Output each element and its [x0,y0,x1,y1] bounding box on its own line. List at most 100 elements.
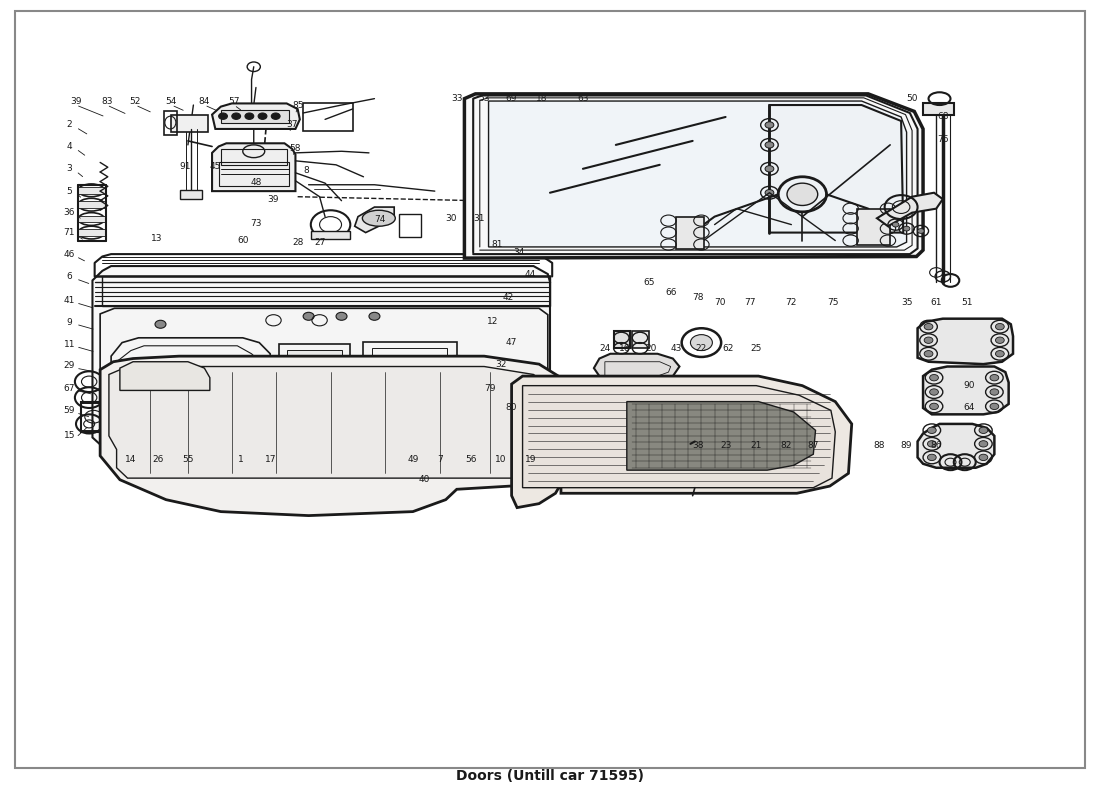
Text: 41: 41 [64,296,75,305]
Ellipse shape [930,389,938,395]
Bar [78,187,104,194]
Ellipse shape [786,183,817,206]
Bar [78,202,104,208]
Text: 73: 73 [250,218,262,227]
Text: 50: 50 [906,94,917,103]
Text: 87: 87 [807,441,820,450]
Text: 18: 18 [536,94,547,103]
Bar [311,231,350,239]
Text: 35: 35 [901,298,912,307]
Text: 24: 24 [600,344,610,353]
Ellipse shape [924,337,933,343]
Ellipse shape [219,113,228,119]
Bar [219,162,289,186]
Text: 42: 42 [503,294,514,302]
Text: 88: 88 [873,441,884,450]
Ellipse shape [996,337,1004,343]
Text: 4: 4 [67,142,73,151]
Text: 66: 66 [664,288,676,297]
Ellipse shape [766,190,773,196]
Bar [81,402,106,432]
Polygon shape [120,362,210,390]
Text: 25: 25 [750,344,762,353]
Ellipse shape [258,113,267,119]
Text: 21: 21 [750,441,762,450]
Text: 69: 69 [506,94,517,103]
Text: 2: 2 [67,121,73,130]
Text: 71: 71 [64,228,75,237]
Text: 64: 64 [964,403,975,413]
Polygon shape [917,318,1013,364]
Text: 75: 75 [827,298,839,307]
Bar [78,216,104,222]
Bar [857,209,890,245]
Text: 46: 46 [64,250,75,258]
Text: 48: 48 [251,178,262,187]
Bar [614,330,630,348]
Bar [632,330,649,348]
Text: 55: 55 [183,455,194,464]
Polygon shape [212,143,296,191]
Text: 6: 6 [66,272,73,281]
Bar [102,277,550,306]
Text: 1: 1 [238,455,243,464]
Text: 52: 52 [130,97,141,106]
Bar [372,348,447,404]
Text: Doors (Untill car 71595): Doors (Untill car 71595) [456,770,644,783]
Ellipse shape [927,427,936,434]
Polygon shape [522,386,835,488]
Text: 38: 38 [692,441,704,450]
Bar [164,111,177,135]
Ellipse shape [996,323,1004,330]
Text: 11: 11 [64,340,75,349]
Polygon shape [109,366,552,478]
Ellipse shape [362,210,395,226]
Text: 60: 60 [236,236,249,245]
Bar [78,230,104,236]
Bar [180,190,202,199]
Text: 79: 79 [484,383,495,393]
Ellipse shape [766,142,773,148]
Text: 84: 84 [199,97,210,106]
Ellipse shape [927,441,936,447]
Polygon shape [877,193,943,226]
Polygon shape [212,103,300,129]
Text: 5: 5 [66,186,73,196]
Text: 33: 33 [451,94,462,103]
Ellipse shape [924,350,933,357]
Text: 83: 83 [101,97,112,106]
Text: 20: 20 [646,344,657,353]
Ellipse shape [766,122,773,128]
Text: 89: 89 [901,441,912,450]
Bar [287,350,341,402]
Text: 61: 61 [931,298,942,307]
Text: 30: 30 [446,214,456,222]
Ellipse shape [927,454,936,461]
Bar [923,102,954,114]
Text: 43: 43 [671,344,682,353]
Text: 80: 80 [506,403,517,413]
Ellipse shape [691,334,713,350]
Text: 59: 59 [64,406,75,415]
Ellipse shape [979,427,988,434]
Text: 34: 34 [514,248,525,257]
Text: 32: 32 [495,360,506,369]
Bar [221,149,287,165]
Polygon shape [100,308,548,442]
Text: 22: 22 [696,344,707,353]
Bar [172,114,208,132]
Text: 54: 54 [166,97,177,106]
Ellipse shape [232,113,241,119]
Text: 27: 27 [314,238,326,246]
Text: 37: 37 [286,121,298,130]
Text: 36: 36 [64,208,75,217]
Bar [221,110,289,122]
Ellipse shape [766,166,773,172]
Text: 77: 77 [744,298,756,307]
Polygon shape [464,94,923,258]
Ellipse shape [368,312,379,320]
Bar [398,214,420,237]
Text: 76: 76 [937,135,948,144]
Ellipse shape [930,374,938,381]
Ellipse shape [426,362,487,406]
